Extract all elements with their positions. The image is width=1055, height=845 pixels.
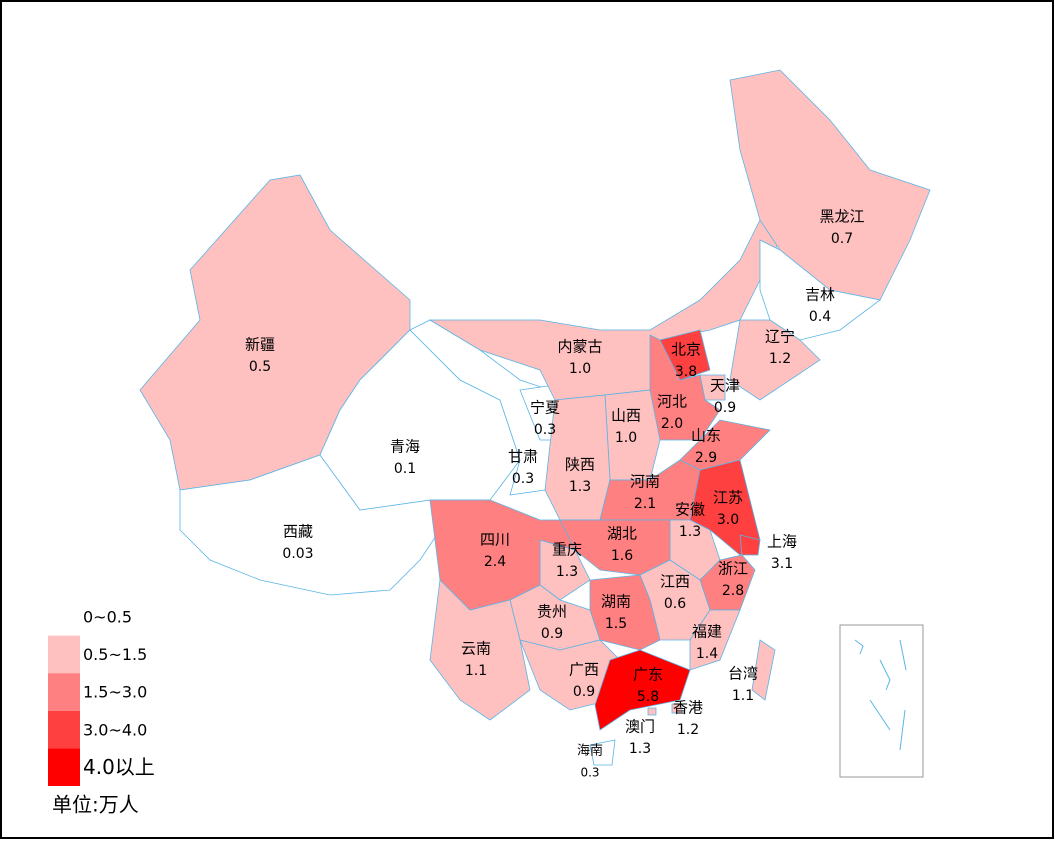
region-value: 0.9 <box>573 684 595 700</box>
region-value: 1.1 <box>465 663 487 679</box>
region <box>759 239 881 341</box>
region-value: 0.03 <box>282 546 313 562</box>
region <box>751 639 776 701</box>
region-value: 0.6 <box>664 596 686 612</box>
region-name: 辽宁 <box>765 328 795 346</box>
region-value: 1.3 <box>556 564 578 580</box>
region-name: 广西 <box>569 661 599 679</box>
inset <box>839 624 924 778</box>
region-name: 河北 <box>657 393 687 411</box>
region-name: 香港 <box>673 699 703 717</box>
region-name: 湖北 <box>607 525 637 543</box>
region <box>647 707 657 716</box>
region-name: 江西 <box>660 573 690 591</box>
region-name: 黑龙江 <box>819 208 864 226</box>
region-value: 2.8 <box>722 583 744 599</box>
region-value: 3.1 <box>771 556 793 572</box>
region <box>689 609 741 671</box>
region-name: 吉林 <box>805 286 835 304</box>
region-name: 甘肃 <box>508 448 538 466</box>
region-name: 河南 <box>630 473 660 491</box>
legend-swatch <box>48 635 80 674</box>
region-name: 福建 <box>692 623 722 641</box>
region-value: 0.1 <box>394 461 416 477</box>
region-name: 云南 <box>461 640 491 658</box>
region-value: 1.0 <box>615 430 637 446</box>
region-name: 江苏 <box>713 489 743 507</box>
legend-label: 1.5~3.0 <box>83 683 147 702</box>
region-value: 0.4 <box>809 309 831 325</box>
region-value: 0.9 <box>541 626 563 642</box>
region-value: 0.3 <box>580 766 599 780</box>
region-name: 山东 <box>691 427 721 445</box>
region <box>671 703 683 714</box>
region <box>594 649 691 731</box>
region-value: 1.5 <box>605 616 627 632</box>
region-value: 1.2 <box>769 351 791 367</box>
region-name: 内蒙古 <box>557 338 602 356</box>
region-value: 0.9 <box>714 400 736 416</box>
region-name: 浙江 <box>718 560 748 578</box>
region-name: 湖南 <box>601 593 631 611</box>
region-value: 0.5 <box>249 359 271 375</box>
region-name: 澳门 <box>625 718 655 736</box>
legend-label: 0.5~1.5 <box>83 645 147 664</box>
region <box>428 219 781 401</box>
region-name: 上海 <box>767 533 797 551</box>
region-value: 1.1 <box>732 688 754 704</box>
legend-label: 3.0~4.0 <box>83 720 147 739</box>
region-name: 陕西 <box>565 456 595 474</box>
region-value: 3.8 <box>675 364 697 380</box>
inset-islands <box>854 639 907 751</box>
legend-swatch <box>48 673 80 711</box>
region-value: 0.3 <box>512 471 534 487</box>
region-name: 贵州 <box>537 603 567 621</box>
region <box>589 739 616 766</box>
inset-box <box>839 624 924 778</box>
region-value: 1.3 <box>629 741 651 757</box>
region-value: 1.4 <box>696 646 718 662</box>
region-value: 2.4 <box>484 554 506 570</box>
legend-label: 4.0以上 <box>83 755 155 779</box>
region-value: 3.0 <box>717 512 739 528</box>
region-value: 0.3 <box>534 422 556 438</box>
region-name: 青海 <box>390 438 420 456</box>
region-value: 2.0 <box>661 416 683 432</box>
legend-swatch <box>48 598 80 636</box>
region-name: 北京 <box>671 341 701 359</box>
region <box>729 319 821 401</box>
region-name: 安徽 <box>675 501 705 519</box>
unit-label: 单位:万人 <box>52 793 139 817</box>
region <box>739 534 761 556</box>
legend-swatch <box>48 710 80 749</box>
region-name: 广东 <box>633 666 663 684</box>
legend-label: 0~0.5 <box>83 608 132 627</box>
region-name: 四川 <box>480 531 510 549</box>
region <box>729 69 931 301</box>
region-value: 1.3 <box>679 524 701 540</box>
region-value: 5.8 <box>637 689 659 705</box>
region-name: 宁夏 <box>530 399 560 417</box>
region-name: 新疆 <box>245 336 275 354</box>
region <box>429 579 531 721</box>
region-value: 1.6 <box>611 548 633 564</box>
region-name: 山西 <box>611 407 641 425</box>
region-value: 1.0 <box>569 361 591 377</box>
region-value: 2.1 <box>634 496 656 512</box>
region-name: 台湾 <box>728 665 758 683</box>
region-name: 重庆 <box>552 541 582 559</box>
region-name: 天津 <box>710 377 740 395</box>
regions <box>139 69 931 766</box>
region-name: 海南 <box>577 743 603 759</box>
region-value: 0.7 <box>831 231 853 247</box>
region-value: 1.3 <box>569 479 591 495</box>
region-name: 西藏 <box>283 523 313 541</box>
region-value: 1.2 <box>677 722 699 738</box>
region-value: 2.9 <box>695 450 717 466</box>
legend-swatch <box>48 748 80 786</box>
